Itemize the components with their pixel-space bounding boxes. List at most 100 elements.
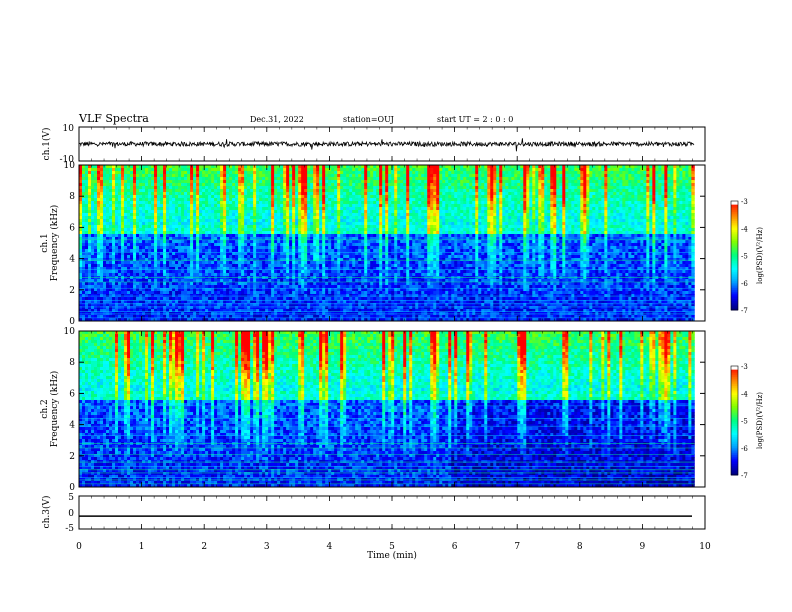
spectrogram-cell xyxy=(445,177,448,180)
spectrogram-cell xyxy=(493,186,496,189)
spectrogram-cell xyxy=(241,198,244,201)
spectrogram-cell xyxy=(640,201,643,204)
spectrogram-cell xyxy=(499,201,502,204)
spectrogram-cell xyxy=(121,204,124,207)
spectrogram-cell xyxy=(379,195,382,198)
spectrogram-cell xyxy=(346,195,349,198)
spectrogram-cell xyxy=(325,174,328,177)
spectrogram-cell xyxy=(442,183,445,186)
spectrogram-cell xyxy=(625,171,628,174)
spectrogram-cell xyxy=(445,168,448,171)
spectrogram-cell xyxy=(382,177,385,180)
spectrogram-cell xyxy=(106,192,109,195)
spectrogram-cell xyxy=(106,183,109,186)
spectrogram-cell xyxy=(448,168,451,171)
spectrogram-cell xyxy=(109,198,112,201)
spectrogram-cell xyxy=(289,168,292,171)
spectrogram-cell xyxy=(340,192,343,195)
spectrogram-cell xyxy=(235,201,238,204)
spectrogram-cell xyxy=(457,165,460,168)
spectrogram-cell xyxy=(661,201,664,204)
spectrogram-cell xyxy=(208,183,211,186)
spectrogram-cell xyxy=(331,183,334,186)
spectrogram-cell xyxy=(421,195,424,198)
spectrogram-cell xyxy=(97,183,100,186)
spectrogram-cell xyxy=(109,186,112,189)
spectrogram-cell xyxy=(652,165,655,168)
spectrogram-cell xyxy=(604,189,607,192)
spectrogram-cell xyxy=(274,186,277,189)
spectrogram-cell xyxy=(559,171,562,174)
spectrogram-cell xyxy=(145,165,148,168)
spectrogram-cell xyxy=(274,195,277,198)
spectrogram-cell xyxy=(178,186,181,189)
spectrogram-cell xyxy=(328,189,331,192)
spectrogram-cell xyxy=(343,189,346,192)
spectrogram-cell xyxy=(580,180,583,183)
spectrogram-cell xyxy=(517,177,520,180)
spectrogram-cell xyxy=(532,198,535,201)
spectrogram-cell xyxy=(151,195,154,198)
spectrogram-cell xyxy=(253,174,256,177)
spectrogram-cell xyxy=(457,174,460,177)
spectrogram-cell xyxy=(574,168,577,171)
spectrogram-cell xyxy=(160,186,163,189)
spectrogram-cell xyxy=(223,189,226,192)
spectrogram-cell xyxy=(82,186,85,189)
spectrogram-cell xyxy=(427,183,430,186)
spectrogram-cell xyxy=(523,174,526,177)
spectrogram-cell xyxy=(415,168,418,171)
spectrogram-cell xyxy=(319,198,322,201)
spectrogram-cell xyxy=(406,168,409,171)
spectrogram-cell xyxy=(547,177,550,180)
spectrogram-cell xyxy=(643,165,646,168)
spectrogram-cell xyxy=(634,177,637,180)
spectrogram-cell xyxy=(451,174,454,177)
spectrogram-cell xyxy=(247,195,250,198)
spectrogram-cell xyxy=(484,186,487,189)
spectrogram-cell xyxy=(649,174,652,177)
spectrogram-cell xyxy=(196,168,199,171)
spectrogram-cell xyxy=(310,186,313,189)
spectrogram-cell xyxy=(616,198,619,201)
spectrogram-cell xyxy=(562,165,565,168)
spectrogram-cell xyxy=(523,189,526,192)
spectrogram-cell xyxy=(313,168,316,171)
spectrogram-cell xyxy=(154,168,157,171)
spectrogram-cell xyxy=(133,204,136,207)
spectrogram-cell xyxy=(469,180,472,183)
spectrogram-cell xyxy=(562,168,565,171)
spectrogram-cell xyxy=(202,168,205,171)
spectrogram-cell xyxy=(265,195,268,198)
spectrogram-cell xyxy=(307,189,310,192)
spectrogram-cell xyxy=(196,171,199,174)
spectrogram-cell xyxy=(148,198,151,201)
spectrogram-cell xyxy=(112,189,115,192)
spectrogram-cell xyxy=(685,174,688,177)
header-start-time: start UT = 2 : 0 : 0 xyxy=(437,115,513,124)
spectrogram-cell xyxy=(451,180,454,183)
spectrogram-cell xyxy=(205,198,208,201)
spectrogram-cell xyxy=(124,198,127,201)
spectrogram-cell xyxy=(124,183,127,186)
spectrogram-cell xyxy=(526,195,529,198)
spectrogram-cell xyxy=(322,165,325,168)
spectrogram-cell xyxy=(331,165,334,168)
spectrogram-cell xyxy=(511,171,514,174)
spectrogram-cell xyxy=(610,180,613,183)
spectrogram-cell xyxy=(400,180,403,183)
spectrogram-cell xyxy=(199,180,202,183)
spectrogram-cell xyxy=(304,177,307,180)
spectrogram-cell xyxy=(601,186,604,189)
spectrogram-cell xyxy=(472,180,475,183)
spectrogram-cell xyxy=(187,165,190,168)
spectrogram-cell xyxy=(619,201,622,204)
spectrogram-cell xyxy=(547,180,550,183)
spectrogram-cell xyxy=(223,165,226,168)
spectrogram-cell xyxy=(262,165,265,168)
spectrogram-cell xyxy=(148,168,151,171)
spectrogram-cell xyxy=(319,195,322,198)
spectrogram-cell xyxy=(211,195,214,198)
spectrogram-cell xyxy=(133,171,136,174)
spectrogram-cell xyxy=(613,195,616,198)
